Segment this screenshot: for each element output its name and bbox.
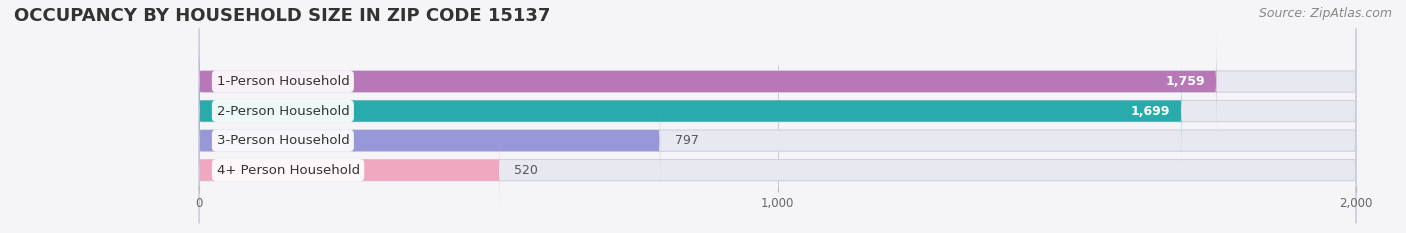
FancyBboxPatch shape [200,28,1355,135]
Text: 3-Person Household: 3-Person Household [217,134,349,147]
FancyBboxPatch shape [200,87,1355,194]
Text: OCCUPANCY BY HOUSEHOLD SIZE IN ZIP CODE 15137: OCCUPANCY BY HOUSEHOLD SIZE IN ZIP CODE … [14,7,550,25]
FancyBboxPatch shape [200,58,1182,164]
FancyBboxPatch shape [200,28,1216,135]
FancyBboxPatch shape [200,117,501,223]
Text: 4+ Person Household: 4+ Person Household [217,164,360,177]
FancyBboxPatch shape [200,58,1355,164]
FancyBboxPatch shape [200,117,1355,223]
Text: 1,759: 1,759 [1166,75,1205,88]
FancyBboxPatch shape [200,87,661,194]
Text: 2-Person Household: 2-Person Household [217,105,349,117]
Text: 1-Person Household: 1-Person Household [217,75,349,88]
Text: 797: 797 [675,134,699,147]
Text: Source: ZipAtlas.com: Source: ZipAtlas.com [1258,7,1392,20]
Text: 1,699: 1,699 [1130,105,1170,117]
Text: 520: 520 [515,164,538,177]
